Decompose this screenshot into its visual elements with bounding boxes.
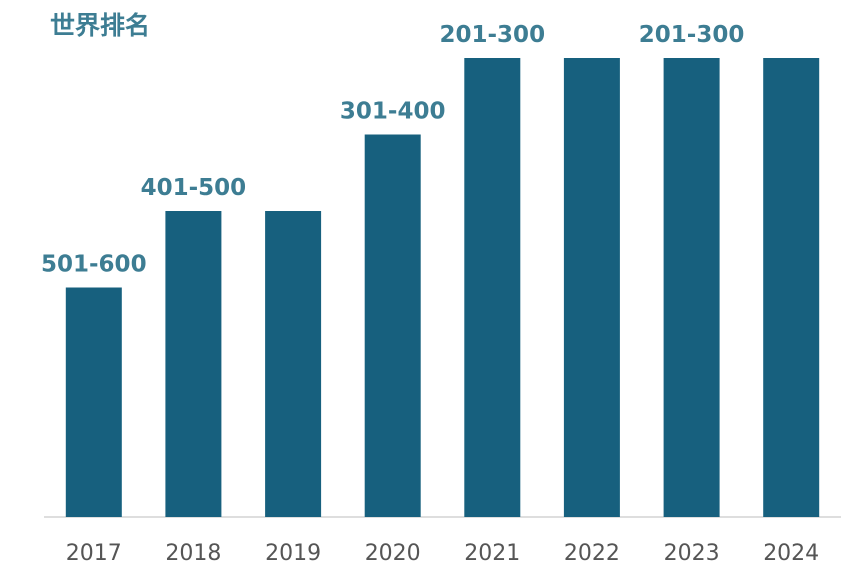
x-tick-label-2022: 2022 — [564, 541, 620, 566]
bar-2022 — [563, 58, 620, 517]
data-label-2017: 501-600 — [41, 252, 147, 278]
data-label-2023: 201-300 — [639, 22, 745, 48]
bar-2023 — [663, 58, 720, 517]
tick-labels-group: 2017 2018 2019 2020 2021 2022 2023 2024 — [66, 541, 819, 566]
data-label-2020: 301-400 — [340, 99, 446, 125]
bar-2020 — [364, 134, 421, 517]
bars-group — [65, 58, 820, 517]
bar-2019 — [265, 211, 322, 517]
x-tick-label-2019: 2019 — [265, 541, 321, 566]
x-tick-label-2021: 2021 — [464, 541, 520, 566]
data-label-2018: 401-500 — [141, 175, 247, 201]
x-tick-label-2023: 2023 — [664, 541, 720, 566]
chart-title: 世界排名 — [50, 11, 151, 40]
data-labels-group: 501-600 401-500 301-400 201-300 201-300 — [41, 22, 744, 278]
bar-2018 — [165, 211, 222, 517]
x-tick-label-2018: 2018 — [165, 541, 221, 566]
bar-2017 — [65, 287, 122, 517]
bar-2021 — [464, 58, 521, 517]
x-tick-label-2024: 2024 — [763, 541, 819, 566]
bar-2024 — [763, 58, 820, 517]
data-label-2021: 201-300 — [440, 22, 546, 48]
x-tick-label-2020: 2020 — [365, 541, 421, 566]
x-tick-label-2017: 2017 — [66, 541, 122, 566]
